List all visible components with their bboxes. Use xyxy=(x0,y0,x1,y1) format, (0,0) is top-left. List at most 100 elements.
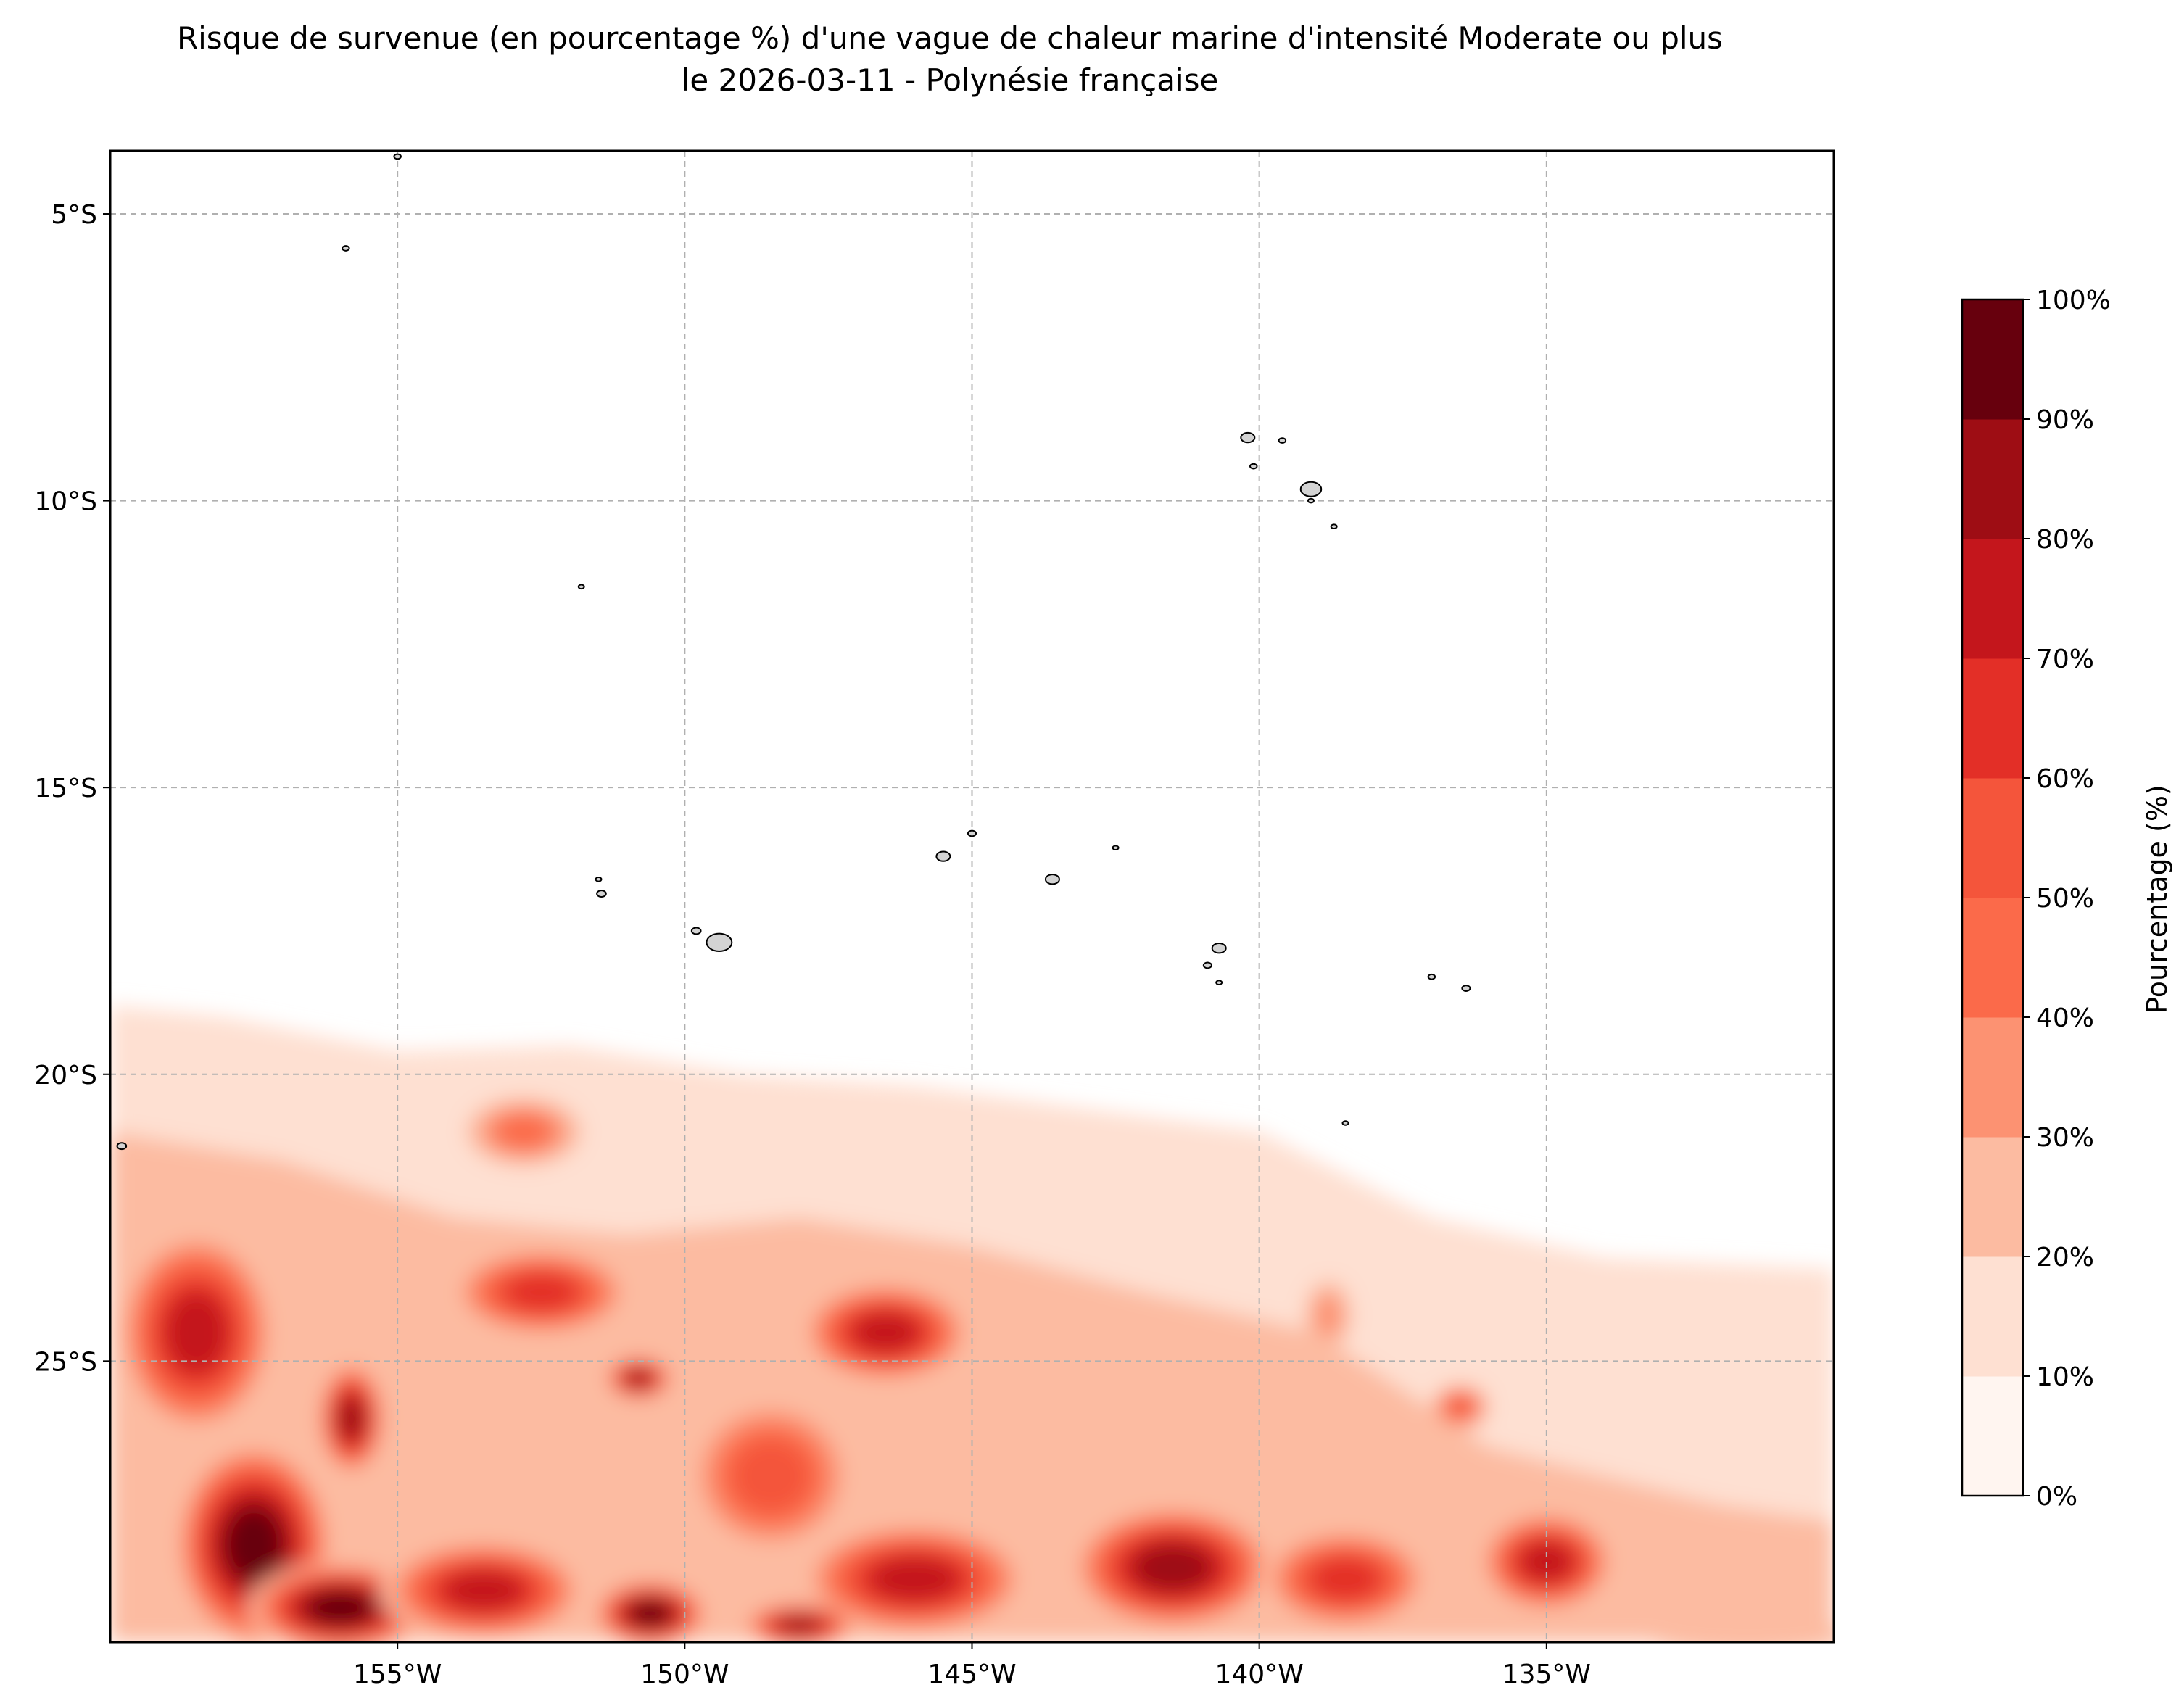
x-tick-label: 145°W xyxy=(927,1660,1016,1689)
colorbar-segment xyxy=(1962,1376,2023,1496)
risk-contour xyxy=(871,1557,958,1601)
risk-blob xyxy=(1305,1280,1352,1350)
y-tick-label: 25°S xyxy=(34,1347,97,1377)
colorbar-tick-label: 90% xyxy=(2036,405,2094,435)
colorbar-segment xyxy=(1962,1137,2023,1257)
risk-contour xyxy=(1313,1293,1343,1337)
colorbar-tick-label: 70% xyxy=(2036,645,2094,674)
risk-blob xyxy=(1431,1383,1489,1430)
colorbar-tick-label: 80% xyxy=(2036,525,2094,555)
island xyxy=(393,153,402,160)
x-tick-label: 140°W xyxy=(1215,1660,1304,1689)
island xyxy=(1307,497,1315,504)
x-tick-label: 135°W xyxy=(1502,1660,1591,1689)
island xyxy=(1427,973,1436,980)
risk-contour xyxy=(1136,1545,1210,1591)
y-tick-label: 20°S xyxy=(34,1061,97,1090)
risk-blob xyxy=(466,1097,582,1167)
island xyxy=(935,850,951,862)
island xyxy=(690,927,702,935)
island xyxy=(342,245,350,252)
risk-contour xyxy=(626,1370,651,1387)
y-tick-label: 10°S xyxy=(34,487,97,517)
island xyxy=(1330,523,1338,530)
island xyxy=(706,932,733,952)
island xyxy=(1249,463,1258,470)
risk-contour xyxy=(444,1571,523,1610)
island xyxy=(1299,481,1323,497)
colorbar-tick-label: 100% xyxy=(2036,286,2111,315)
risk-blob xyxy=(1070,1504,1277,1631)
risk-blob xyxy=(592,1578,708,1642)
risk-contour xyxy=(779,1616,821,1633)
gridlines xyxy=(110,151,1834,1642)
risk-contour xyxy=(733,1441,809,1512)
island xyxy=(596,890,607,898)
risk-contour xyxy=(1447,1396,1473,1417)
risk-contour xyxy=(630,1602,671,1626)
island xyxy=(577,584,585,590)
risk-blob xyxy=(317,1361,386,1476)
colorbar-segment xyxy=(1962,419,2023,539)
colorbar-segment xyxy=(1962,778,2023,898)
colorbar-tick-label: 30% xyxy=(2036,1123,2094,1153)
colorbar-label: Pourcentage (%) xyxy=(2141,784,2173,1014)
colorbar-segment xyxy=(1962,898,2023,1018)
risk-contour xyxy=(1679,1533,1817,1580)
map-subtitle: le 2026-03-11 - Polynésie française xyxy=(681,62,1219,98)
risk-blob xyxy=(115,1229,277,1436)
colorbar-segment xyxy=(1962,1256,2023,1377)
risk-blob xyxy=(604,1355,674,1401)
colorbar-tick-label: 40% xyxy=(2036,1003,2094,1033)
risk-contour xyxy=(1644,1619,1834,1642)
risk-field xyxy=(110,1005,1834,1642)
x-tick-label: 150°W xyxy=(640,1660,729,1689)
risk-blob xyxy=(248,1562,432,1642)
island xyxy=(1215,980,1223,985)
colorbar-tick-label: 50% xyxy=(2036,884,2094,914)
risk-contour xyxy=(166,1293,227,1372)
map-area xyxy=(109,149,1835,1644)
risk-contour xyxy=(339,1398,364,1439)
island xyxy=(116,1142,128,1151)
risk-blob xyxy=(1259,1527,1432,1631)
risk-blob xyxy=(1679,1533,1817,1580)
risk-contour xyxy=(495,1114,553,1149)
risk-contour xyxy=(504,1274,578,1311)
risk-contour xyxy=(1310,1558,1381,1600)
x-axis-ticks: 155°W 150°W 145°W 140°W 135°W xyxy=(353,1642,1591,1689)
risk-blob xyxy=(380,1539,587,1642)
colorbar-segment xyxy=(1962,658,2023,779)
island xyxy=(1112,845,1120,851)
colorbar-tick-label: 0% xyxy=(2036,1482,2077,1512)
island xyxy=(1211,943,1227,954)
risk-blob xyxy=(799,1280,972,1385)
risk-blob xyxy=(1644,1619,1834,1642)
island xyxy=(967,829,977,837)
island xyxy=(1044,874,1060,885)
island xyxy=(1278,437,1287,444)
risk-field-shading xyxy=(110,1005,1834,1642)
y-tick-label: 5°S xyxy=(51,200,97,230)
risk-contour xyxy=(853,1313,919,1352)
colorbar-segment xyxy=(1962,1017,2023,1138)
colorbar-segment xyxy=(1962,299,2023,420)
risk-blob xyxy=(449,1246,634,1338)
y-axis-ticks: 5°S 10°S 15°S 20°S 25°S xyxy=(34,200,110,1377)
y-tick-label: 15°S xyxy=(34,774,97,803)
colorbar-tick-label: 10% xyxy=(2036,1362,2094,1392)
island xyxy=(1341,1120,1349,1126)
risk-blob xyxy=(684,1395,858,1557)
island xyxy=(1240,431,1256,444)
colorbar-tick-label: 60% xyxy=(2036,764,2094,794)
island xyxy=(1202,961,1212,969)
colorbar: 0% 10% 20% 30% 40% 50% 60% 70% 80% 90% 100% xyxy=(1961,286,2111,1512)
island xyxy=(595,876,603,882)
risk-blob xyxy=(742,1602,858,1642)
colorbar-tick-label: 20% xyxy=(2036,1243,2094,1272)
island xyxy=(1461,985,1471,992)
map-title: Risque de survenue (en pourcentage %) d'… xyxy=(176,20,1724,56)
x-tick-label: 155°W xyxy=(353,1660,442,1689)
risk-contour xyxy=(308,1591,372,1624)
